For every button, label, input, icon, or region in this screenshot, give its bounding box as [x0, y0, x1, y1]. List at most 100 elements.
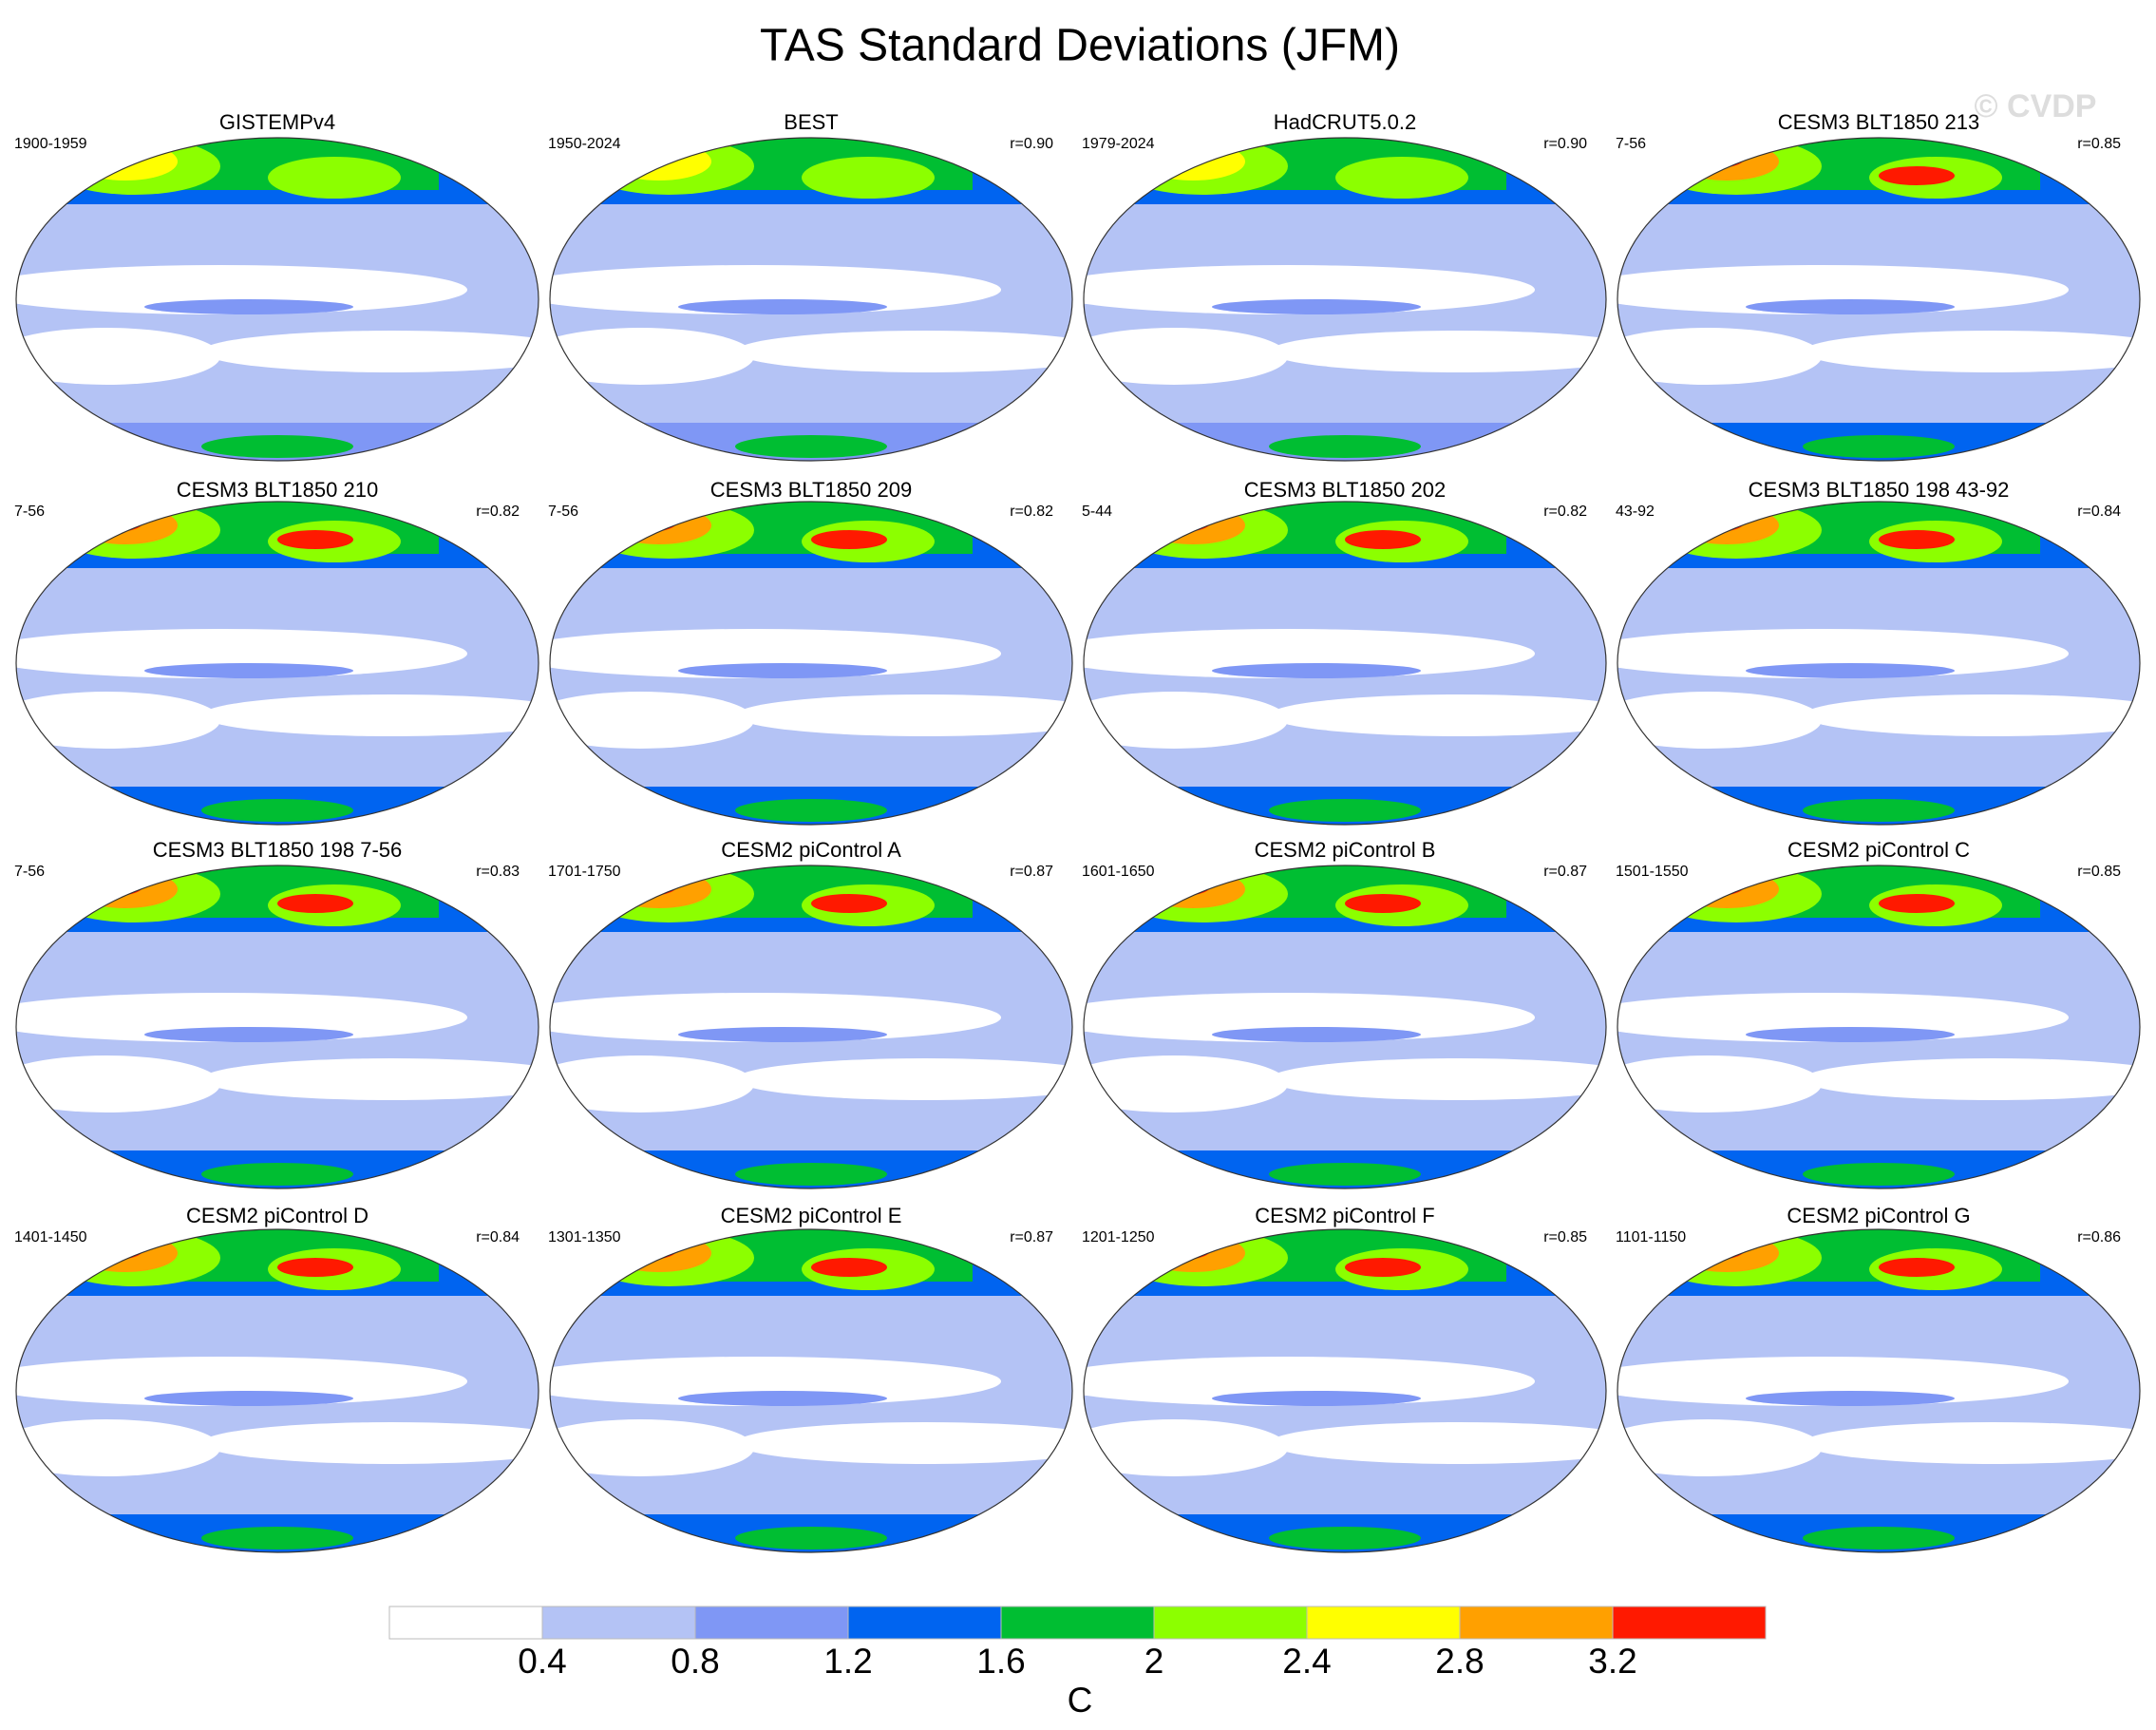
panel-title: CESM2 piControl A: [721, 838, 901, 862]
map-shading: [16, 265, 467, 314]
map-shading: [1879, 166, 1955, 185]
map-shading: [73, 1234, 178, 1272]
map-shading: [550, 1357, 1001, 1406]
panel-period: 7-56: [14, 864, 45, 880]
panel-correlation: r=0.82: [1543, 504, 1587, 520]
map-shading: [144, 1391, 353, 1406]
map-shading: [1617, 1357, 2069, 1406]
map-shading: [1689, 873, 1746, 896]
map-shading: [144, 663, 353, 678]
map-outline: [549, 1228, 1073, 1553]
map-shading: [1155, 509, 1212, 532]
map: [1617, 1229, 2140, 1552]
map-shading: [1803, 694, 2140, 736]
map-shading: [811, 530, 887, 549]
map: [550, 502, 1072, 825]
panel-period: 1701-1750: [548, 864, 621, 880]
map-shading: [1689, 1237, 1746, 1260]
map-shading: [1617, 692, 1822, 749]
colorbar-box: [847, 1606, 1002, 1640]
panel-correlation: r=0.85: [1543, 1229, 1587, 1245]
map-shading: [550, 993, 1001, 1042]
map: [550, 865, 1072, 1188]
panel-title: CESM2 piControl E: [721, 1204, 902, 1227]
panel-correlation: r=0.82: [476, 504, 520, 520]
map-shading: [1879, 530, 1955, 549]
map-shading: [1269, 1422, 1606, 1464]
panel-title: CESM2 piControl D: [186, 1204, 369, 1227]
colorbar-box: [1153, 1606, 1308, 1640]
map-shading: [1269, 1058, 1606, 1100]
panel-title: HadCRUT5.0.2: [1274, 110, 1416, 134]
map-outline: [1083, 137, 1607, 462]
map-shading: [87, 1237, 144, 1260]
map-shading: [277, 1258, 353, 1277]
map-shading: [1084, 629, 1535, 678]
panel-correlation: r=0.85: [2077, 136, 2121, 152]
panel-title: CESM3 BLT1850 209: [710, 478, 912, 502]
map: [16, 1229, 539, 1552]
map-shading: [144, 1027, 353, 1042]
panel-correlation: r=0.84: [2077, 504, 2121, 520]
map-shading: [678, 1027, 887, 1042]
map-shading: [550, 1419, 754, 1476]
map-shading: [621, 509, 678, 532]
map-shading: [16, 692, 220, 749]
map: [550, 138, 1072, 461]
map-shading: [1269, 1527, 1421, 1549]
map-shading: [1084, 1055, 1288, 1112]
map-shading: [1212, 1391, 1421, 1406]
map-shading: [1141, 870, 1245, 908]
panel-title: CESM3 BLT1850 198 43-92: [1749, 478, 2010, 502]
map-shading: [277, 894, 353, 913]
map-shading: [1617, 1419, 1822, 1476]
map-shading: [1345, 530, 1421, 549]
map-shading: [678, 663, 887, 678]
panel-title: CESM3 BLT1850 202: [1244, 478, 1446, 502]
map-shading: [144, 299, 353, 314]
map-shading: [1803, 1527, 1955, 1549]
panel-period: 1101-1150: [1616, 1229, 1686, 1245]
figure-title: TAS Standard Deviations (JFM): [760, 21, 1400, 71]
map-shading: [1269, 435, 1421, 458]
map-shading: [277, 530, 353, 549]
map-shading: [1269, 331, 1606, 372]
map: [1084, 502, 1606, 825]
panel-correlation: r=0.83: [476, 864, 520, 880]
map-shading: [16, 1419, 220, 1476]
panel-title: GISTEMPv4: [219, 110, 335, 134]
map-outline: [15, 137, 539, 462]
map-shading: [1674, 870, 1779, 908]
map-outline: [1083, 865, 1607, 1189]
panel-period: 1501-1550: [1616, 864, 1689, 880]
panel-correlation: r=0.87: [1543, 864, 1587, 880]
map-shading: [1746, 299, 1955, 314]
map-shading: [735, 1058, 1072, 1100]
panel-period: 1900-1959: [14, 136, 87, 152]
map-shading: [1674, 143, 1779, 181]
colorbar-tick-label: 3.2: [1588, 1642, 1636, 1681]
map-shading: [87, 873, 144, 896]
map-shading: [735, 1422, 1072, 1464]
map: [16, 138, 539, 461]
map-shading: [1803, 435, 1955, 458]
map-shading: [201, 1058, 539, 1100]
map-shading: [1345, 894, 1421, 913]
map-shading: [1084, 993, 1535, 1042]
map-shading: [1617, 629, 2069, 678]
map-shading: [1141, 1234, 1245, 1272]
panel-title: CESM2 piControl C: [1787, 838, 1970, 862]
map-shading: [735, 1163, 887, 1186]
map-shading: [1689, 145, 1746, 168]
map-shading: [201, 1163, 353, 1186]
panel-correlation: r=0.86: [2077, 1229, 2121, 1245]
map-shading: [268, 157, 401, 199]
map-shading: [550, 692, 754, 749]
panel-correlation: r=0.82: [1010, 504, 1053, 520]
map-outline: [15, 865, 539, 1189]
map-shading: [621, 1237, 678, 1260]
map-shading: [550, 265, 1001, 314]
colorbar-box: [541, 1606, 696, 1640]
map-shading: [73, 870, 178, 908]
